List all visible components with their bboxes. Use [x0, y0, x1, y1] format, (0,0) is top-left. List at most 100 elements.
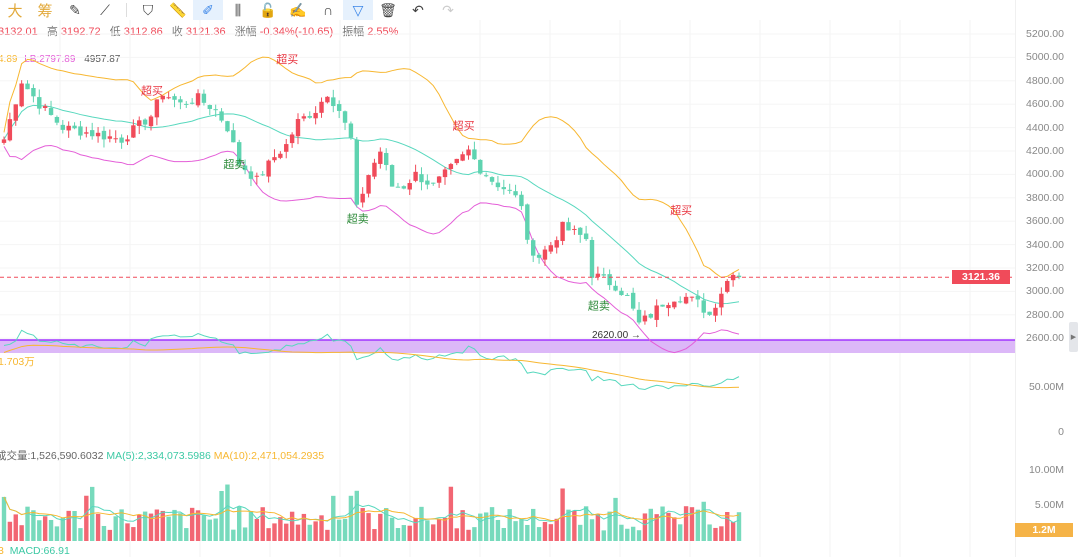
price-tick: 3800.00 — [1026, 191, 1064, 204]
ruler-button[interactable]: 📏 — [163, 0, 193, 20]
magnet-button[interactable]: ∩ — [313, 0, 343, 20]
volume-bar — [37, 520, 42, 541]
candles-button[interactable]: ⫼ — [223, 0, 253, 20]
candle — [184, 103, 189, 105]
chip-distribution-button[interactable]: 筹 — [30, 0, 60, 20]
candle — [219, 111, 224, 121]
candle — [613, 285, 618, 291]
candle — [436, 176, 442, 183]
redo-button[interactable]: ↷ — [433, 0, 463, 20]
change-label: 涨幅 — [234, 26, 257, 38]
price-tick: 5000.00 — [1026, 51, 1064, 64]
volume-bar — [90, 486, 95, 541]
candle — [178, 99, 183, 103]
volume-bar — [231, 529, 236, 541]
candle — [260, 174, 265, 176]
toolbar-divider — [126, 3, 127, 17]
volume-bar — [683, 506, 689, 541]
volume-bar — [725, 512, 730, 541]
low-label: 低 — [109, 26, 121, 38]
lock-icon: 🔓 — [259, 1, 277, 18]
undo-button[interactable]: ↶ — [403, 0, 433, 20]
volume-bar — [460, 510, 465, 541]
brush-button[interactable]: ✐ — [193, 0, 223, 20]
candle — [213, 109, 218, 111]
volume-bar — [331, 495, 336, 541]
candle — [489, 177, 495, 182]
candle — [466, 149, 471, 156]
candle — [125, 139, 130, 142]
redo-icon: ↷ — [442, 1, 454, 18]
ruler-icon: 📏 — [169, 1, 187, 18]
candle — [166, 97, 171, 99]
volume-bar — [78, 528, 83, 541]
candle — [525, 204, 530, 240]
candle — [248, 171, 254, 179]
candle — [154, 99, 160, 118]
price-tick: 2800.00 — [1026, 308, 1064, 321]
candle — [13, 104, 18, 121]
volume-bar — [560, 488, 565, 541]
volume-bar — [583, 506, 589, 541]
low-value: 3112.86 — [123, 26, 163, 38]
volume-bar — [25, 506, 30, 541]
bb-mid: 4.89 — [0, 54, 18, 65]
undo-icon: ↶ — [412, 1, 424, 18]
candle — [425, 180, 430, 185]
volume-bar — [160, 510, 165, 541]
volume-bar — [548, 524, 554, 541]
trash-button[interactable]: 🗑 — [373, 0, 403, 20]
volume-bar — [348, 495, 354, 541]
candle — [531, 240, 536, 256]
note-button[interactable]: ✎ — [60, 0, 90, 20]
candle — [48, 108, 54, 115]
volume-bar — [489, 507, 495, 541]
price-tick: 4600.00 — [1026, 98, 1064, 111]
candle — [542, 249, 548, 260]
price-tick: 4800.00 — [1026, 74, 1064, 87]
volume-bar — [66, 510, 71, 541]
volume-bar — [395, 528, 401, 541]
candle — [319, 101, 324, 113]
candle — [389, 165, 395, 187]
bollinger-lower — [3, 145, 740, 354]
lock-button[interactable]: 🔓 — [253, 0, 283, 20]
price-axis[interactable]: 5200.00 5000.00 4800.00 4600.00 4400.00 4200.… — [1015, 0, 1080, 557]
line-tool-button[interactable]: ⟋ — [90, 0, 120, 20]
filter-button[interactable]: ▽ — [343, 0, 373, 20]
volume-bar — [707, 524, 712, 541]
bookmark-button[interactable]: ⛉ — [133, 0, 163, 20]
volume-bar — [531, 508, 536, 541]
chip-big-button[interactable]: 大 — [0, 0, 30, 20]
bollinger-mid — [3, 104, 740, 305]
candle — [683, 296, 689, 304]
high-value: 3192.72 — [60, 26, 101, 38]
candle — [107, 136, 113, 139]
volume-bar — [95, 513, 101, 541]
volume-bar — [625, 528, 630, 541]
candle — [560, 221, 565, 241]
axis-scroll-handle[interactable]: ▶ — [1069, 322, 1078, 352]
volume-bar — [513, 521, 518, 541]
volume-tick: 10.00M — [1028, 464, 1064, 476]
price-tick: 2600.00 — [1026, 332, 1064, 345]
volume-bar — [301, 513, 307, 541]
volume-bar — [1, 496, 7, 541]
volume-bar — [319, 515, 324, 541]
signal-buy: 超买 — [453, 118, 475, 132]
volume-bar — [636, 530, 642, 541]
candle — [513, 191, 518, 196]
volume-bar — [495, 519, 501, 541]
candle — [501, 187, 506, 190]
volume-bar — [536, 527, 542, 541]
candle — [519, 194, 524, 207]
candle — [78, 126, 83, 136]
volume-ma10: MA(10):2,471,054.2935 — [213, 450, 325, 462]
candle — [589, 240, 595, 278]
indicator-tick: 50.00M — [1028, 381, 1064, 393]
volume-bar — [595, 514, 601, 541]
edit-button[interactable]: ✍ — [283, 0, 313, 20]
volume-bar — [695, 509, 701, 541]
volume-bar — [407, 525, 412, 541]
